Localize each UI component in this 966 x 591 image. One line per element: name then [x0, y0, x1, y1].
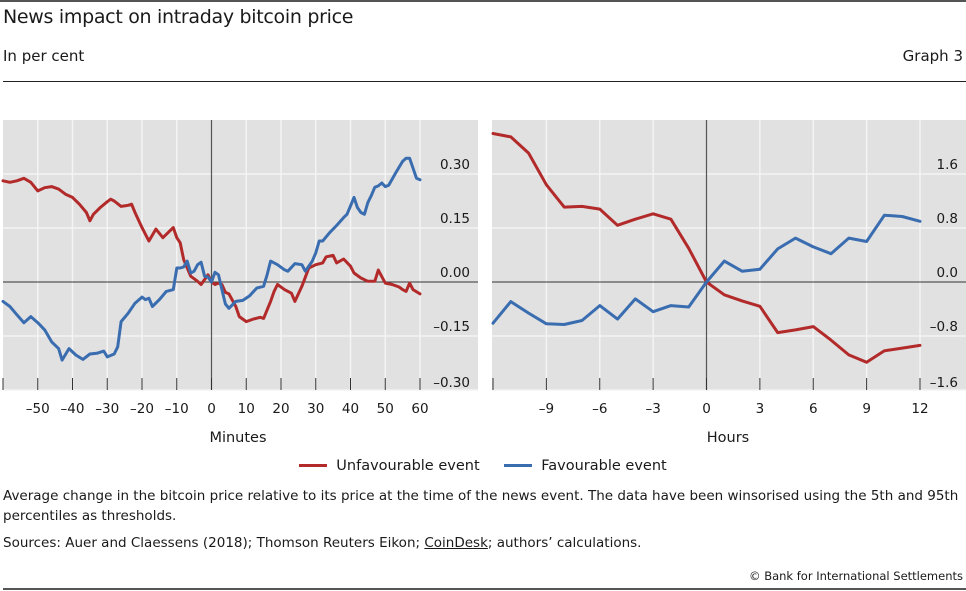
x-tick-label-minutes: –20: [130, 401, 154, 417]
x-tick-label-hours: 12: [911, 401, 928, 417]
graph-number: Graph 3: [902, 47, 963, 65]
y-tick-label-hours: –1.6: [930, 375, 958, 391]
series-line-favourable-hours: [491, 213, 922, 326]
y-tick-label-minutes: 0.30: [440, 157, 470, 173]
x-tick-label-minutes: 60: [411, 401, 428, 417]
chart-title: News impact on intraday bitcoin price: [3, 6, 354, 28]
y-tick-label-minutes: 0.00: [440, 265, 470, 281]
legend-label-unfavourable: Unfavourable event: [336, 457, 480, 474]
footnote: Average change in the bitcoin price rela…: [3, 488, 959, 524]
legend-label-favourable: Favourable event: [541, 457, 667, 474]
x-axis-title-minutes: Minutes: [209, 430, 266, 446]
x-tick-label-hours: –3: [645, 401, 660, 417]
x-tick-label-minutes: 10: [238, 401, 255, 417]
y-tick-label-minutes: 0.15: [440, 211, 470, 227]
x-tick-label-hours: –6: [592, 401, 607, 417]
sources-suffix: ; authors’ calculations.: [487, 535, 642, 551]
x-axis-title-hours: Hours: [707, 430, 749, 446]
coindesk-link[interactable]: CoinDesk: [424, 535, 488, 551]
series-line-unfavourable-minutes: [1, 176, 422, 324]
legend: Unfavourable event Favourable event: [0, 455, 966, 474]
plot-background-hours: [492, 120, 966, 390]
y-tick-label-hours: 1.6: [937, 157, 958, 173]
y-tick-label-hours: 0.0: [937, 265, 958, 281]
x-tick-label-minutes: –40: [61, 401, 85, 417]
sources-prefix: Sources: Auer and Claessens (2018); Thom…: [3, 535, 425, 551]
y-tick-label-hours: –0.8: [930, 319, 958, 335]
sources: Sources: Auer and Claessens (2018); Thom…: [3, 535, 641, 551]
x-tick-label-minutes: –10: [165, 401, 189, 417]
x-tick-label-minutes: –30: [95, 401, 119, 417]
x-tick-label-hours: 0: [702, 401, 711, 417]
plot-background-minutes: [3, 120, 478, 390]
y-tick-label-minutes: –0.15: [433, 319, 470, 335]
legend-swatch-favourable: [504, 464, 533, 467]
series-line-favourable-minutes: [1, 156, 422, 362]
header-divider: [3, 81, 966, 82]
x-tick-label-minutes: 40: [342, 401, 359, 417]
legend-swatch-unfavourable: [299, 464, 328, 467]
top-rule: [0, 0, 966, 2]
x-tick-label-hours: 6: [809, 401, 818, 417]
bottom-rule: [3, 588, 966, 590]
legend-item-favourable: Favourable event: [504, 457, 667, 474]
x-tick-label-minutes: 30: [307, 401, 324, 417]
copyright: © Bank for International Settlements: [749, 569, 963, 583]
chart-subtitle: In per cent: [3, 47, 85, 65]
x-tick-label-minutes: 20: [272, 401, 289, 417]
x-tick-label-minutes: –50: [26, 401, 50, 417]
charts-area: 0.300.150.00–0.15–0.30–50 –40 –30 –20 –10 0 10…: [1, 120, 966, 446]
x-tick-label-hours: 9: [862, 401, 871, 417]
x-tick-label-minutes: 0: [207, 401, 216, 417]
legend-item-unfavourable: Unfavourable event: [299, 457, 480, 474]
x-tick-label-hours: 3: [756, 401, 765, 417]
x-tick-label-minutes: 50: [377, 401, 394, 417]
y-tick-label-minutes: –0.30: [433, 375, 470, 391]
x-tick-label-hours: –9: [539, 401, 554, 417]
y-tick-label-hours: 0.8: [937, 211, 958, 227]
